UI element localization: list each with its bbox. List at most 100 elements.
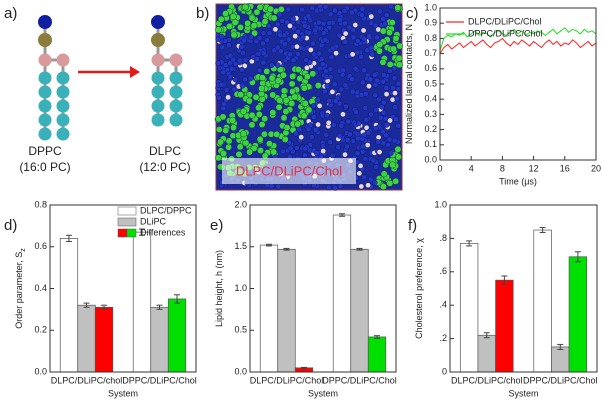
bar (59, 238, 79, 373)
bead (386, 136, 393, 143)
x-tick-label: DPPC/DLiPC/Chol (122, 375, 197, 385)
bead (256, 3, 264, 11)
bead (254, 56, 261, 62)
bead (218, 33, 225, 40)
bead (275, 103, 283, 111)
bead (382, 20, 389, 27)
bead (344, 143, 350, 150)
bead (269, 91, 277, 99)
bead (344, 137, 351, 143)
bead (245, 97, 253, 105)
bar (495, 279, 514, 373)
error-bar (574, 251, 581, 263)
bead (349, 88, 356, 95)
bead (280, 114, 288, 122)
atom (151, 113, 165, 127)
bead (299, 6, 305, 13)
bead (379, 27, 387, 35)
bead (392, 177, 400, 185)
atom (169, 85, 183, 99)
bead (362, 156, 369, 162)
atom (151, 99, 165, 113)
bead (256, 35, 263, 41)
bead (279, 18, 285, 24)
legend-label: DLPC/DLiPC/Chol (468, 16, 542, 26)
bead (287, 145, 294, 152)
bead (269, 109, 277, 116)
bead (327, 11, 334, 18)
bead (257, 147, 264, 154)
y-axis-label: Lipid height, h (nm) (214, 250, 224, 327)
plot-frame (439, 7, 597, 161)
y-tick-label: 1.0 (234, 283, 247, 293)
legend-label: Differences (140, 227, 186, 237)
bead (363, 91, 369, 97)
x-tick-label: DLPC/DLiPC/chol (451, 375, 523, 385)
bead (389, 96, 396, 103)
bar (551, 346, 570, 373)
panel-label: c) (406, 5, 419, 22)
bead (322, 3, 329, 10)
bead (266, 30, 273, 36)
bead (230, 56, 236, 63)
error-bar (301, 366, 308, 369)
bead (336, 32, 342, 39)
bead (239, 66, 245, 73)
bead (324, 112, 330, 119)
atom (38, 71, 52, 85)
bead (383, 122, 390, 128)
bead (370, 157, 377, 164)
bead (290, 15, 296, 22)
bead (339, 71, 346, 78)
bead (242, 56, 249, 63)
bead (260, 40, 266, 47)
bead (368, 20, 374, 26)
bead (227, 52, 234, 59)
bead (242, 76, 248, 83)
x-tick-label: 0 (437, 163, 442, 173)
molecule-name: DPPC (28, 144, 62, 158)
bead (259, 74, 266, 82)
bead (280, 148, 286, 155)
y-tick-label: 0.1 (424, 139, 437, 149)
bead (248, 121, 256, 129)
error-bar (101, 304, 108, 310)
bead (236, 143, 244, 151)
bead (228, 65, 235, 72)
bead (280, 71, 287, 79)
bead (305, 106, 313, 114)
bead (346, 24, 353, 31)
y-tick-label: 0.3 (424, 109, 437, 119)
atom (169, 113, 183, 127)
bead (388, 150, 394, 157)
bead (364, 142, 371, 148)
bead (312, 127, 319, 133)
bead (322, 88, 328, 95)
bead (332, 81, 338, 87)
bead (318, 56, 325, 62)
y-tick-label: 0.4 (424, 94, 437, 104)
error-bar (156, 304, 163, 310)
bead (326, 98, 332, 104)
bead (295, 28, 301, 35)
bead (319, 61, 326, 67)
y-tick-label: 2.0 (234, 199, 247, 209)
bead (302, 22, 308, 29)
bead (373, 125, 379, 132)
bead (320, 143, 326, 149)
error-bar (356, 247, 363, 251)
bead (353, 109, 359, 115)
bead (248, 34, 254, 40)
atom (151, 33, 165, 47)
bead (285, 36, 292, 43)
x-tick-label: DPPC/DLiPC/Chol (523, 375, 598, 385)
bead (227, 60, 233, 67)
bead (323, 74, 330, 80)
bar (259, 244, 279, 373)
bead (386, 179, 394, 187)
atom (38, 113, 52, 127)
bead (240, 130, 247, 138)
bead (223, 87, 230, 93)
bead (383, 12, 390, 18)
bead (391, 137, 398, 144)
